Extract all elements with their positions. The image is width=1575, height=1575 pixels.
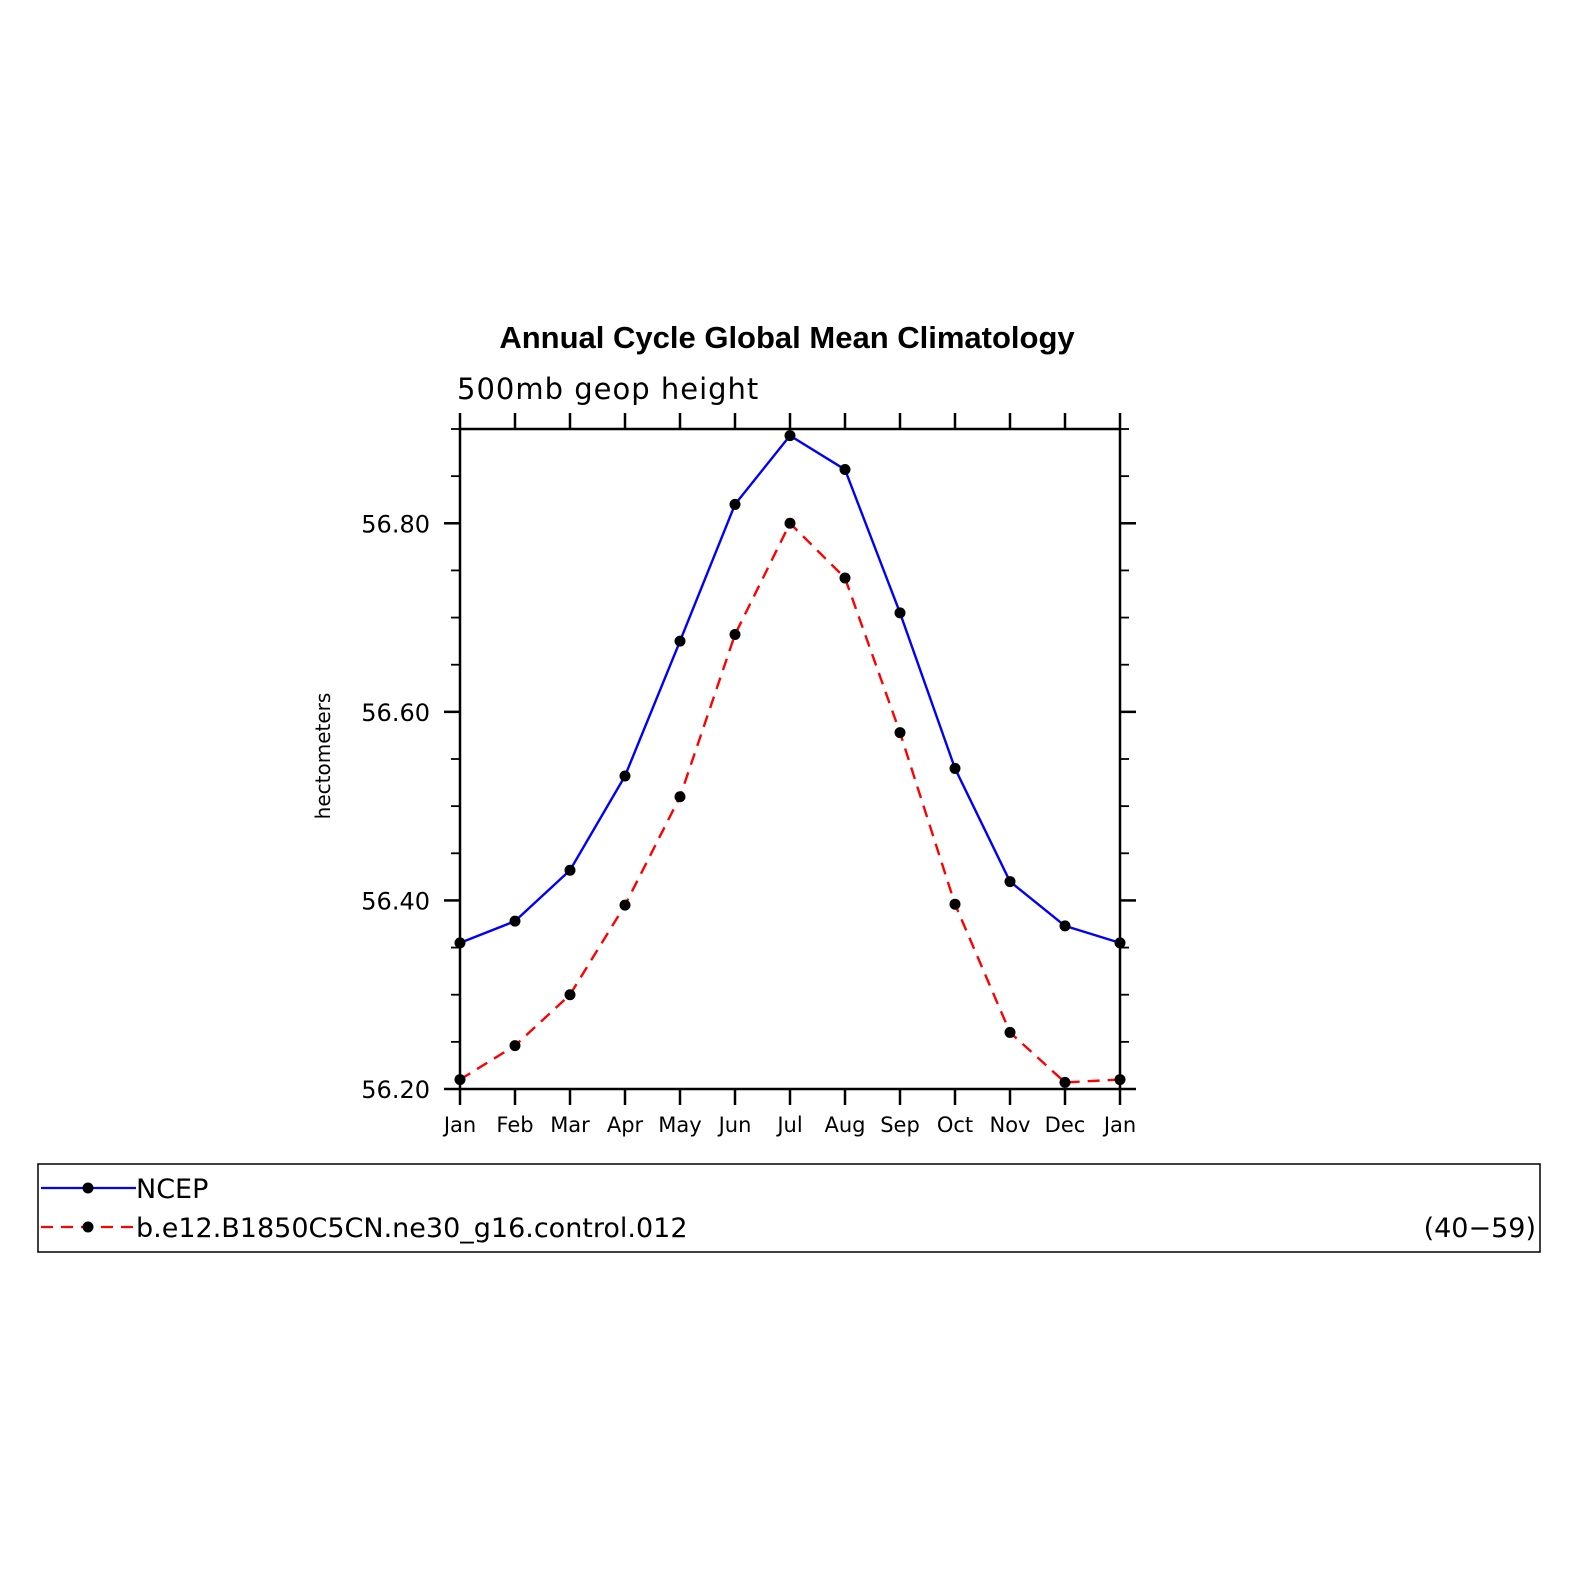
data-point (839, 572, 851, 584)
y-axis-label: hectometers (311, 693, 335, 820)
data-point (784, 517, 796, 529)
legend-entry-ncep: NCEP (41, 1174, 208, 1205)
data-point (564, 864, 576, 876)
y-tick-label: 56.60 (361, 699, 430, 727)
series-line-ncep (459, 434, 1121, 945)
data-point (1114, 1074, 1126, 1086)
data-point (509, 915, 521, 927)
legend-box (37, 1163, 1541, 1253)
data-point (949, 898, 961, 910)
x-tick-label: May (658, 1113, 701, 1137)
plot-axes: Jan Feb Mar Apr May Jun Jul Aug Sep Oct Nov Dec Jan 5… (361, 413, 1136, 1137)
legend-note-years: (40−59) (1424, 1213, 1536, 1244)
x-tick-label: Jul (775, 1113, 802, 1137)
legend-entry-control: b.e12.B1850C5CN.ne30_g16.control.012 (40… (41, 1213, 1536, 1244)
data-point (619, 770, 631, 782)
y-tick-label: 56.80 (361, 510, 430, 538)
data-point (949, 762, 961, 774)
x-tick-label: Mar (550, 1113, 590, 1137)
data-point (1059, 920, 1071, 932)
data-point (1004, 1026, 1016, 1038)
y-tick-label: 56.20 (361, 1076, 430, 1104)
data-point (454, 1074, 466, 1086)
y-tick-label: 56.40 (361, 887, 430, 915)
x-tick-label: Sep (880, 1113, 920, 1137)
x-tick-label: Apr (607, 1113, 644, 1137)
legend-marker-ncep (82, 1182, 94, 1194)
series-layer (454, 430, 1126, 1088)
x-tick-label: Jan (442, 1113, 476, 1137)
data-point (894, 727, 906, 739)
x-tick-label: Jan (1102, 1113, 1136, 1137)
legend-label-ncep: NCEP (136, 1174, 208, 1205)
data-point (1004, 876, 1016, 888)
data-point (784, 430, 796, 442)
x-tick-label: Oct (937, 1113, 973, 1137)
data-point (729, 498, 741, 510)
series-line-control (459, 522, 1121, 1084)
x-tick-label: Jun (717, 1113, 752, 1137)
data-point (1114, 937, 1126, 949)
data-point (1059, 1076, 1071, 1088)
data-point (674, 791, 686, 803)
chart-title: Annual Cycle Global Mean Climatology (499, 320, 1075, 355)
data-point (619, 899, 631, 911)
data-point (894, 607, 906, 619)
data-point (454, 937, 466, 949)
data-point (674, 635, 686, 647)
x-tick-label: Aug (824, 1113, 865, 1137)
legend-marker-control (82, 1221, 94, 1233)
data-point (509, 1040, 521, 1052)
x-tick-label: Dec (1045, 1113, 1086, 1137)
data-point (564, 989, 576, 1001)
x-tick-label: Feb (496, 1113, 533, 1137)
data-point (729, 629, 741, 641)
x-tick-label: Nov (990, 1113, 1031, 1137)
chart-subtitle: 500mb geop height (457, 372, 759, 406)
legend-label-control: b.e12.B1850C5CN.ne30_g16.control.012 (136, 1213, 688, 1244)
data-point (839, 464, 851, 476)
